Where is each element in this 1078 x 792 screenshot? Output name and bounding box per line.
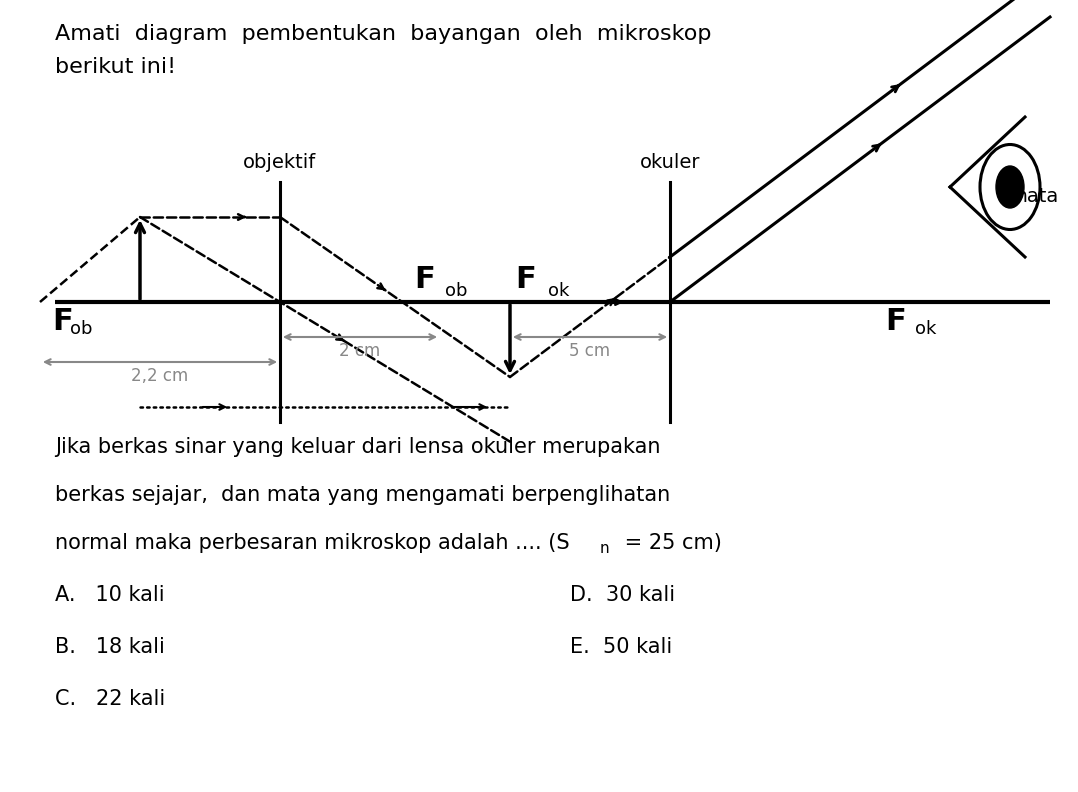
Text: A.   10 kali: A. 10 kali xyxy=(55,585,165,605)
Text: berikut ini!: berikut ini! xyxy=(55,57,176,77)
Ellipse shape xyxy=(996,166,1024,208)
Text: okuler: okuler xyxy=(639,153,701,172)
Text: mata: mata xyxy=(1008,187,1058,206)
Text: F: F xyxy=(515,265,536,294)
Text: F: F xyxy=(52,307,72,336)
Text: Jika berkas sinar yang keluar dari lensa okuler merupakan: Jika berkas sinar yang keluar dari lensa… xyxy=(55,437,661,457)
Text: n: n xyxy=(600,541,610,556)
Text: F: F xyxy=(885,307,906,336)
Text: ok: ok xyxy=(548,282,569,300)
Text: 5 cm: 5 cm xyxy=(569,342,610,360)
Text: ob: ob xyxy=(445,282,468,300)
Text: 2 cm: 2 cm xyxy=(340,342,381,360)
Text: 2,2 cm: 2,2 cm xyxy=(132,367,189,385)
Text: berkas sejajar,  dan mata yang mengamati berpenglihatan: berkas sejajar, dan mata yang mengamati … xyxy=(55,485,671,505)
Text: E.  50 kali: E. 50 kali xyxy=(570,637,673,657)
Text: F: F xyxy=(414,265,436,294)
Text: ob: ob xyxy=(70,320,93,338)
Text: C.   22 kali: C. 22 kali xyxy=(55,689,165,709)
Text: objektif: objektif xyxy=(244,153,317,172)
Text: ok: ok xyxy=(915,320,937,338)
Text: Amati  diagram  pembentukan  bayangan  oleh  mikroskop: Amati diagram pembentukan bayangan oleh … xyxy=(55,24,711,44)
Text: normal maka perbesaran mikroskop adalah .... (S: normal maka perbesaran mikroskop adalah … xyxy=(55,533,569,553)
Text: = 25 cm): = 25 cm) xyxy=(618,533,722,553)
Text: B.   18 kali: B. 18 kali xyxy=(55,637,165,657)
Text: D.  30 kali: D. 30 kali xyxy=(570,585,675,605)
